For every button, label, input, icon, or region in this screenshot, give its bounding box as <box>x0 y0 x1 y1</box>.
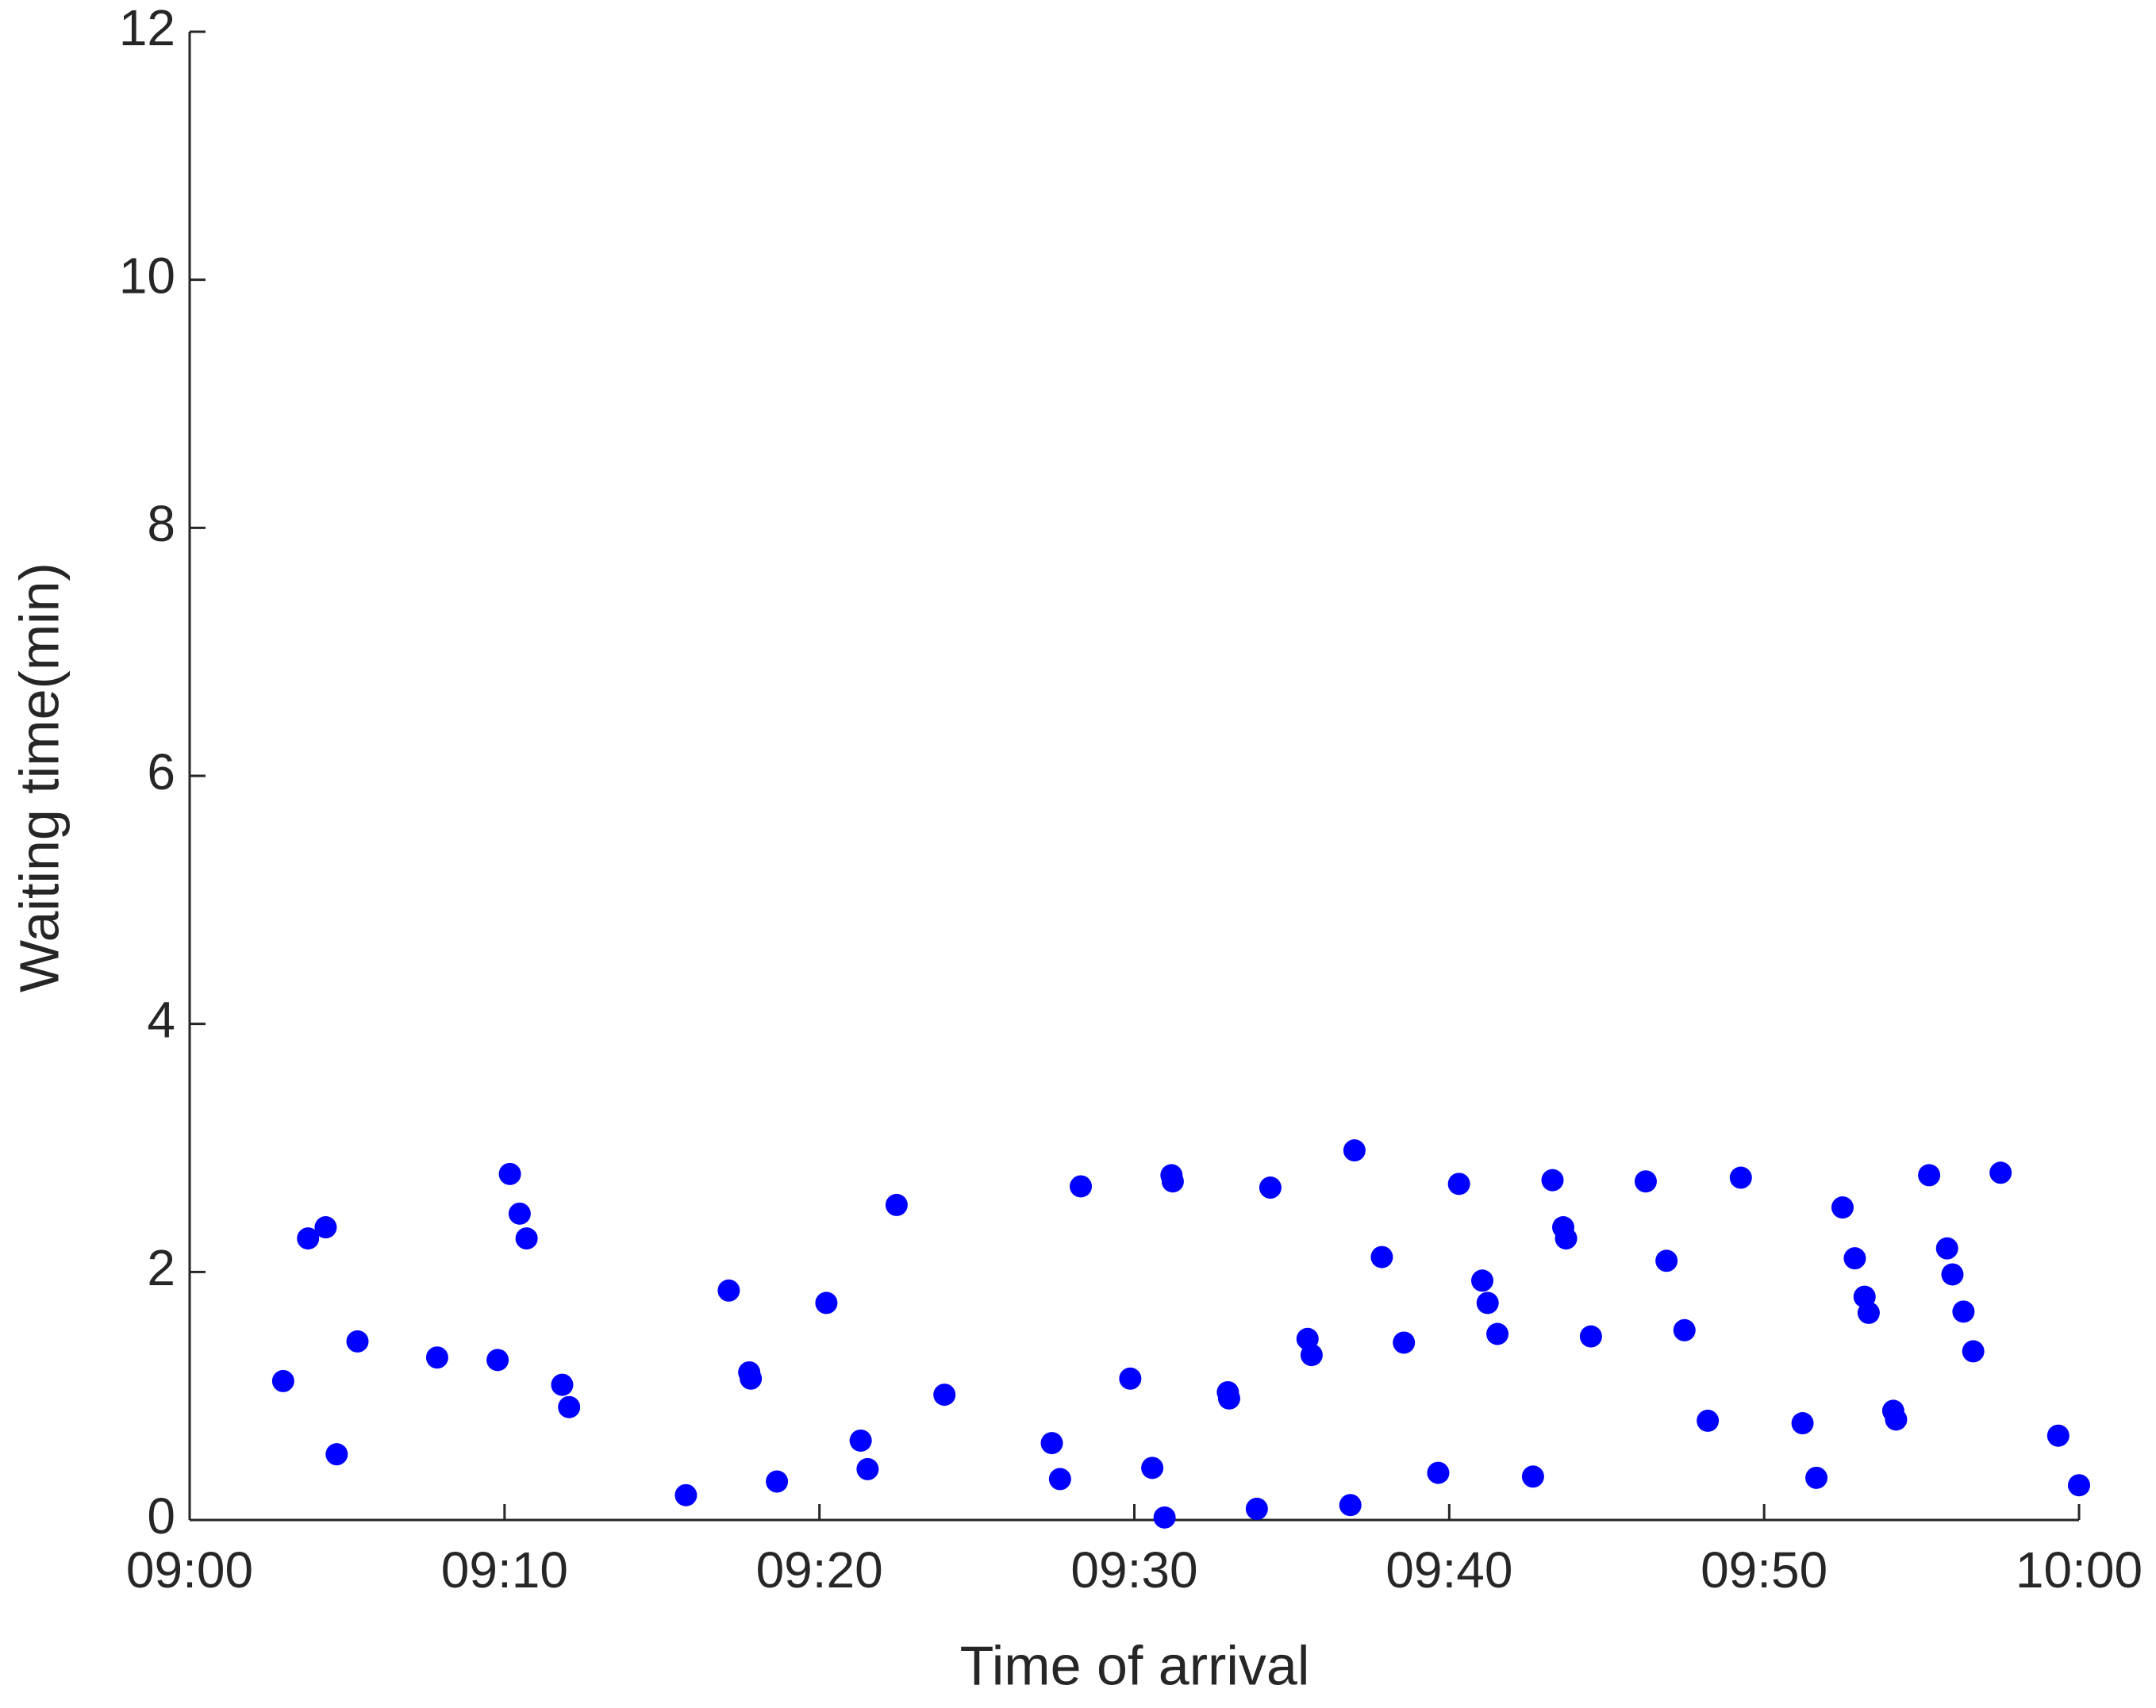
x-tick-label: 09:50 <box>1701 1541 1827 1599</box>
point <box>558 1395 581 1418</box>
point <box>1941 1263 1964 1286</box>
point <box>766 1470 789 1493</box>
point <box>297 1227 320 1250</box>
y-tick-label: 10 <box>119 248 175 305</box>
point <box>2068 1474 2090 1497</box>
point <box>1791 1412 1814 1435</box>
y-tick-label: 4 <box>147 992 175 1049</box>
point <box>425 1346 448 1369</box>
point <box>271 1369 294 1392</box>
point <box>885 1193 908 1216</box>
y-tick-label: 8 <box>147 495 175 552</box>
point <box>1579 1325 1602 1348</box>
point <box>856 1457 879 1480</box>
point <box>1161 1170 1184 1193</box>
point <box>1555 1227 1578 1250</box>
point <box>515 1227 538 1250</box>
point <box>1070 1175 1093 1198</box>
point <box>314 1216 337 1239</box>
point <box>1153 1506 1176 1529</box>
point <box>1843 1247 1866 1270</box>
point <box>1217 1387 1240 1410</box>
x-tick-label: 09:40 <box>1385 1541 1512 1599</box>
point <box>1521 1465 1544 1488</box>
y-tick-label: 6 <box>147 743 175 800</box>
point <box>1989 1161 2012 1184</box>
point <box>740 1367 763 1390</box>
point <box>1141 1457 1164 1480</box>
point <box>1729 1166 1752 1189</box>
point <box>346 1330 369 1353</box>
point <box>498 1162 521 1185</box>
point <box>1339 1494 1362 1517</box>
point <box>1952 1300 1975 1323</box>
point <box>1393 1331 1416 1354</box>
point <box>1300 1344 1323 1367</box>
point <box>1805 1466 1828 1489</box>
point <box>486 1349 509 1372</box>
point <box>1857 1301 1880 1324</box>
y-axis-label: Waiting time(min) <box>8 562 70 992</box>
x-tick-label: 09:00 <box>126 1541 253 1599</box>
y-tick-label: 0 <box>147 1487 175 1545</box>
point <box>551 1373 574 1396</box>
point <box>717 1279 740 1302</box>
point <box>1447 1173 1470 1196</box>
x-tick-label: 09:30 <box>1070 1541 1197 1599</box>
point <box>674 1483 698 1506</box>
x-tick-label: 09:20 <box>756 1541 883 1599</box>
point <box>1471 1269 1494 1292</box>
x-tick-label: 10:00 <box>2016 1541 2143 1599</box>
point <box>1486 1322 1509 1345</box>
point <box>1962 1340 1985 1363</box>
point <box>1476 1292 1499 1315</box>
x-axis-label: Time of arrival <box>960 1634 1310 1696</box>
y-tick-label: 12 <box>119 0 175 56</box>
point <box>1040 1432 1063 1455</box>
point <box>1831 1196 1854 1219</box>
point <box>1343 1139 1366 1162</box>
point <box>1259 1176 1282 1199</box>
point <box>1697 1409 1720 1432</box>
point <box>325 1443 348 1466</box>
point <box>508 1202 531 1225</box>
point <box>1885 1408 1908 1431</box>
point <box>1655 1249 1678 1272</box>
point <box>1673 1318 1696 1341</box>
point <box>849 1429 872 1452</box>
point <box>1634 1170 1657 1193</box>
point <box>933 1384 956 1407</box>
point <box>1119 1367 1142 1390</box>
point <box>1935 1237 1958 1260</box>
point <box>815 1292 838 1315</box>
y-tick-label: 2 <box>147 1239 175 1296</box>
point <box>1541 1169 1564 1192</box>
point <box>1918 1164 1941 1187</box>
point <box>1245 1497 1268 1520</box>
point <box>1427 1461 1450 1484</box>
point <box>1048 1468 1071 1491</box>
x-tick-label: 09:10 <box>441 1541 568 1599</box>
point <box>2046 1424 2070 1447</box>
point <box>1370 1245 1393 1269</box>
